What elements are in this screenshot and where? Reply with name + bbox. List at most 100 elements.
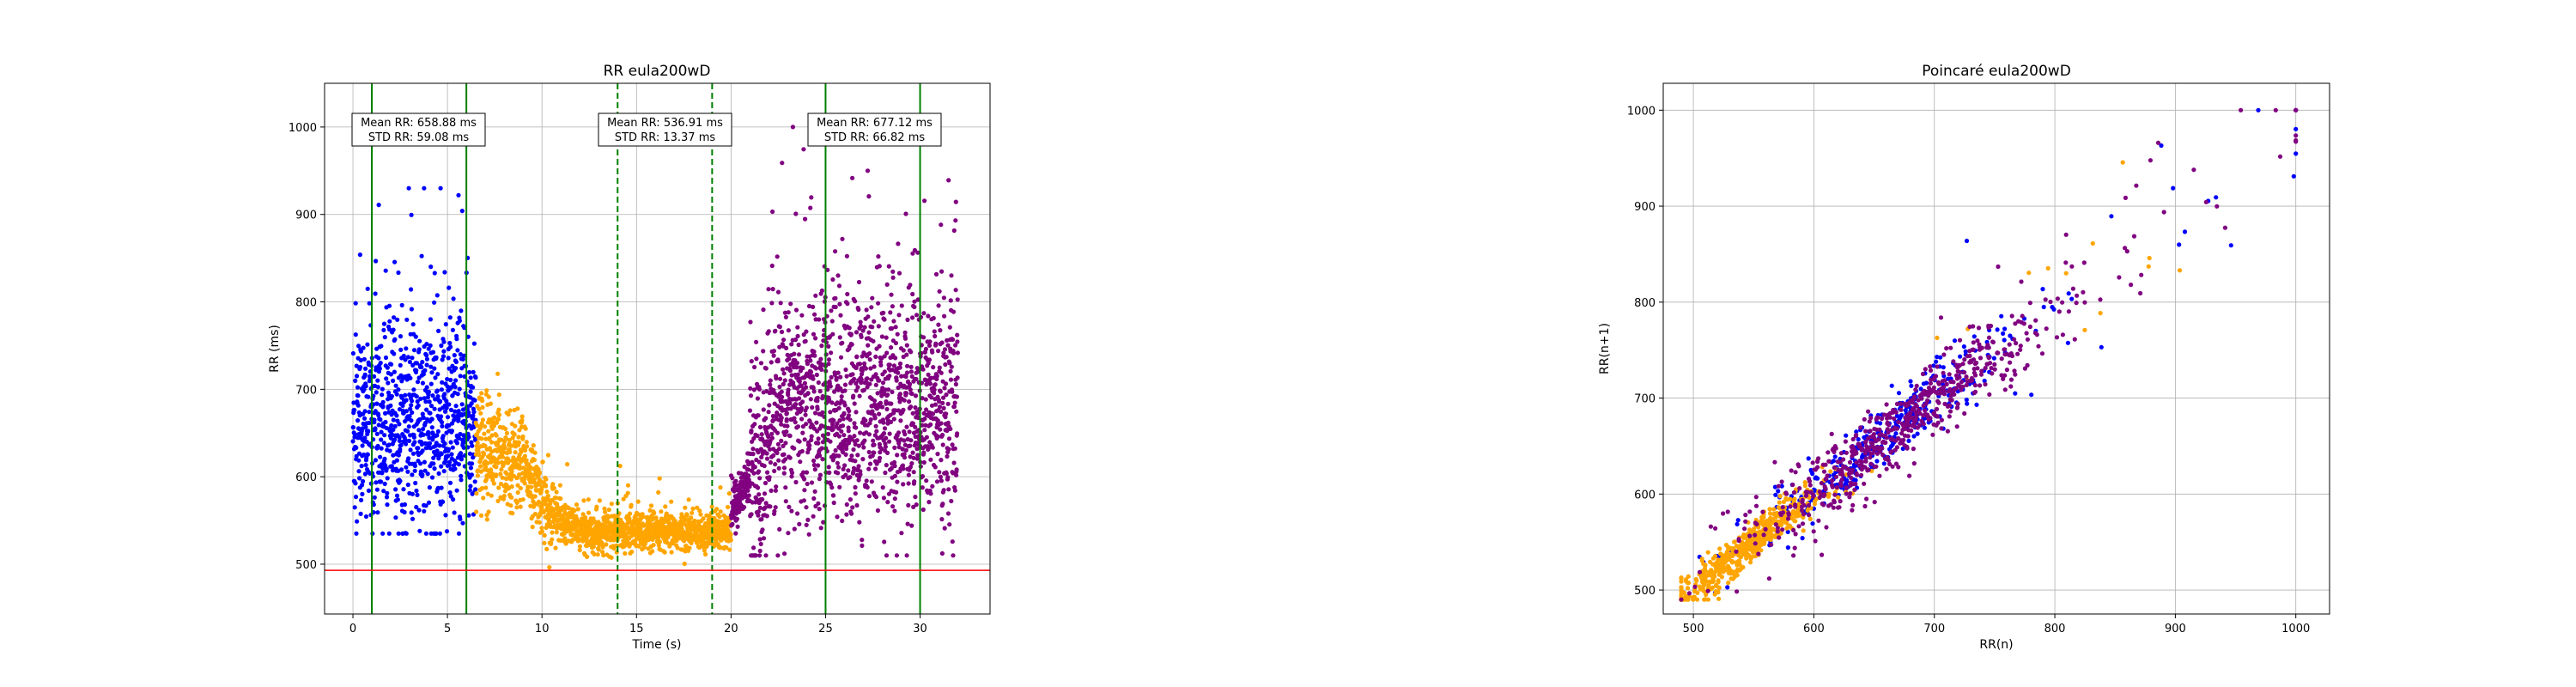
rr-point-segment-c <box>735 524 740 529</box>
poincare-point-segment-a <box>2065 340 2070 345</box>
rr-point-segment-c <box>852 421 857 426</box>
poincare-point-segment-a <box>1893 431 1899 436</box>
rr-point-segment-c <box>860 457 866 462</box>
rr-point-segment-a <box>392 351 397 356</box>
rr-point-segment-c <box>955 332 960 337</box>
rr-point-segment-c <box>789 474 794 479</box>
rr-point-segment-a <box>441 349 447 354</box>
rr-point-segment-c <box>765 470 770 475</box>
rr-point-segment-b <box>512 432 517 437</box>
rr-point-segment-c <box>862 361 867 366</box>
rr-point-segment-c <box>819 367 824 372</box>
rr-point-segment-a <box>401 353 406 359</box>
poincare-point-segment-b <box>1701 588 1706 593</box>
poincare-point-segment-a <box>2293 151 2299 156</box>
rr-point-segment-a <box>419 441 424 447</box>
rr-point-segment-b <box>683 505 688 510</box>
rr-point-segment-a <box>443 322 448 327</box>
rr-point-segment-c <box>949 498 954 504</box>
rr-point-segment-a <box>350 425 356 430</box>
rr-point-segment-b <box>478 410 483 416</box>
rr-point-segment-a <box>462 325 467 331</box>
poincare-point-segment-b <box>1735 567 1741 572</box>
rr-point-segment-c <box>770 287 775 292</box>
rr-point-segment-a <box>473 375 478 380</box>
poincare-point-segment-b <box>2045 265 2050 271</box>
rr-point-segment-c <box>805 517 811 523</box>
rr-point-segment-c <box>902 432 908 437</box>
rr-point-segment-a <box>385 502 390 508</box>
rr-point-segment-a <box>378 454 383 459</box>
rr-point-segment-b <box>487 417 492 423</box>
rr-point-segment-c <box>952 400 957 405</box>
rr-point-segment-c <box>804 522 809 527</box>
rr-point-segment-a <box>374 258 379 264</box>
rr-point-segment-c <box>733 531 738 536</box>
rr-point-segment-c <box>867 351 872 356</box>
poincare-point-segment-b <box>1749 554 1754 560</box>
rr-point-segment-c <box>887 439 892 444</box>
rr-point-segment-a <box>383 355 389 361</box>
rr-point-segment-a <box>441 469 447 474</box>
rr-point-segment-a <box>416 347 422 352</box>
poincare-point-segment-a <box>2177 242 2182 247</box>
rr-point-segment-c <box>793 307 799 313</box>
rr-point-segment-c <box>895 331 900 337</box>
rr-point-segment-b <box>652 510 657 515</box>
rr-point-segment-b <box>586 510 592 515</box>
rr-point-segment-c <box>790 125 796 130</box>
rr-point-segment-c <box>766 287 771 292</box>
rr-point-segment-a <box>350 350 355 356</box>
rr-point-segment-c <box>935 434 941 439</box>
rr-point-segment-c <box>948 426 953 432</box>
rr-point-segment-c <box>846 425 851 430</box>
rr-point-segment-a <box>447 490 453 495</box>
rr-point-segment-a <box>407 438 412 443</box>
rr-point-segment-a <box>400 403 405 408</box>
rr-point-segment-b <box>596 547 601 552</box>
rr-point-segment-a <box>440 499 446 505</box>
rr-point-segment-c <box>801 332 806 337</box>
rr-point-segment-c <box>937 404 942 410</box>
rr-ytick-label: 800 <box>295 297 317 310</box>
rr-point-segment-c <box>801 147 806 152</box>
rr-point-segment-c <box>836 453 841 459</box>
rr-point-segment-c <box>921 450 927 455</box>
rr-point-segment-b <box>538 470 543 475</box>
rr-point-segment-c <box>849 453 854 459</box>
rr-point-segment-c <box>789 508 794 514</box>
rr-point-segment-c <box>811 349 817 355</box>
rr-point-segment-b <box>509 484 514 489</box>
poincare-point-segment-b <box>2146 264 2151 269</box>
poincare-point-segment-b <box>1716 568 1722 574</box>
rr-point-segment-c <box>850 505 855 510</box>
poincare-point-segment-a <box>1958 354 1963 359</box>
rr-point-segment-c <box>928 491 933 496</box>
rr-point-segment-c <box>892 464 897 469</box>
rr-point-segment-a <box>384 425 389 431</box>
rr-point-segment-b <box>656 543 661 548</box>
rr-point-segment-b <box>724 545 729 550</box>
rr-point-segment-a <box>410 322 416 327</box>
rr-point-segment-a <box>374 480 379 485</box>
rr-point-segment-c <box>813 366 819 371</box>
poincare-point-segment-b <box>1716 562 1722 567</box>
rr-point-segment-a <box>418 461 423 466</box>
poincare-point-segment-b <box>1756 546 1761 551</box>
rr-point-segment-a <box>407 392 412 398</box>
rr-point-segment-c <box>951 404 957 410</box>
rr-point-segment-c <box>842 403 848 408</box>
rr-point-segment-c <box>942 347 948 352</box>
rr-point-segment-c <box>783 485 788 490</box>
rr-point-segment-b <box>496 392 501 398</box>
rr-point-segment-a <box>433 375 438 380</box>
rr-point-segment-a <box>452 353 457 358</box>
rr-point-segment-a <box>363 366 368 371</box>
poincare-point-segment-a <box>1874 459 1880 464</box>
rr-point-segment-c <box>904 370 910 375</box>
rr-point-segment-c <box>936 322 941 327</box>
rr-point-segment-c <box>817 453 823 459</box>
rr-point-segment-a <box>420 411 425 416</box>
rr-point-segment-c <box>852 376 857 381</box>
